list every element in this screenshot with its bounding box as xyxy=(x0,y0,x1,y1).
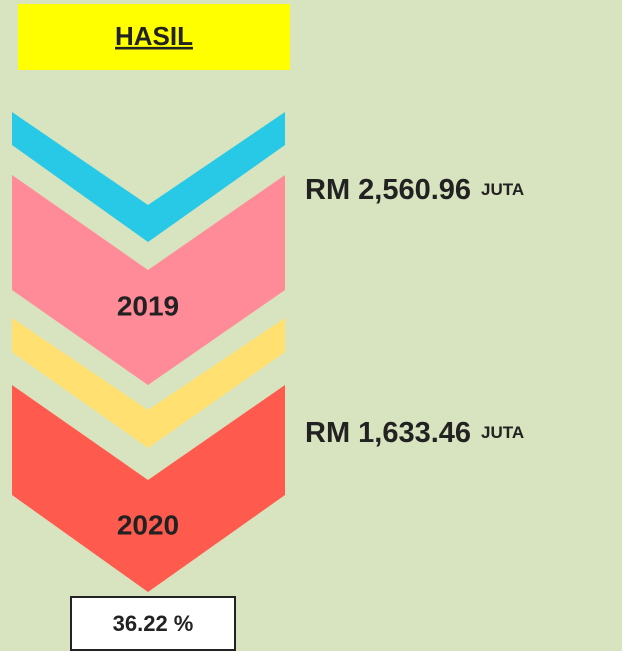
amount-unit: JUTA xyxy=(481,423,524,442)
title: HASIL xyxy=(115,21,193,51)
title-box xyxy=(18,4,290,70)
year-label: 2019 xyxy=(117,290,179,321)
chevron-yellow xyxy=(12,318,285,448)
year-label: 2020 xyxy=(117,509,179,540)
amount-value: RM 2,560.96 xyxy=(305,174,471,206)
amount: RM 2,560.96 JUTA xyxy=(305,174,524,206)
amount-value: RM 1,633.46 xyxy=(305,417,471,449)
change-box xyxy=(70,596,236,651)
chevron-pink xyxy=(12,175,285,385)
amount: RM 1,633.46 JUTA xyxy=(305,417,524,449)
change-label: 36.22 % xyxy=(113,611,194,636)
chevron-red xyxy=(12,385,285,592)
chevron-cyan xyxy=(12,112,285,242)
amount-unit: JUTA xyxy=(481,180,524,199)
